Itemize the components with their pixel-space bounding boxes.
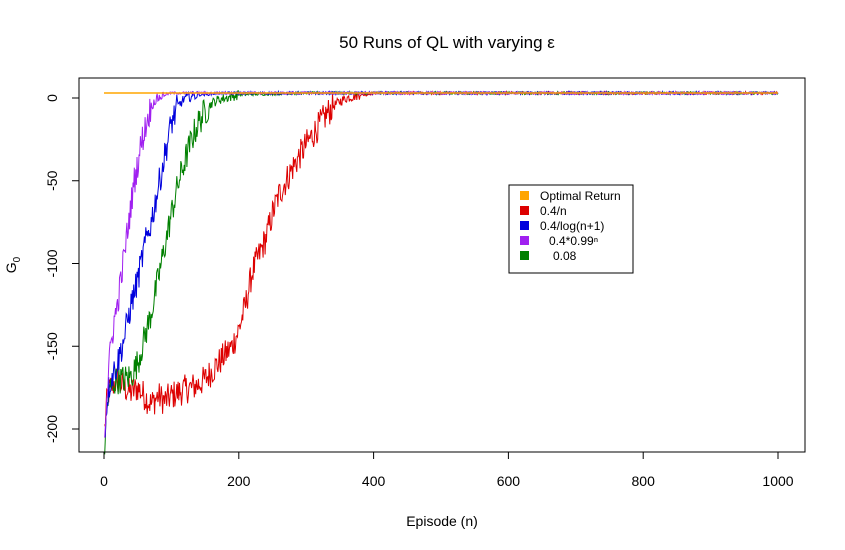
series-line-1 xyxy=(104,90,779,427)
y-tick-label: 0 xyxy=(44,94,60,102)
x-tick-label: 400 xyxy=(362,473,386,489)
y-tick-label: -200 xyxy=(44,415,60,443)
series-layer xyxy=(104,89,779,455)
legend-label-0: Optimal Return xyxy=(540,189,621,203)
y-axis-title-main: G xyxy=(3,262,19,273)
chart-title: 50 Runs of QL with varying ε xyxy=(339,33,555,52)
x-axis-title: Episode (n) xyxy=(406,513,478,529)
legend-label-1: 0.4/n xyxy=(540,204,567,218)
legend-swatch-1 xyxy=(520,206,529,215)
axes-layer: 0 200 400 600 800 1000 0 -50 -100 -150 -200 xyxy=(44,94,794,489)
series-line-4 xyxy=(104,89,779,455)
legend-swatch-3 xyxy=(520,236,529,245)
legend-label-3: 0.4*0.99ⁿ xyxy=(549,234,598,248)
y-axis-title-subscript: 0 xyxy=(12,256,23,262)
legend-swatch-2 xyxy=(520,221,529,230)
series-line-2 xyxy=(104,89,779,438)
y-tick-label: -50 xyxy=(44,170,60,190)
y-tick-label: -100 xyxy=(44,249,60,277)
x-tick-label: 1000 xyxy=(762,473,793,489)
legend-swatch-0 xyxy=(520,191,529,200)
x-tick-label: 800 xyxy=(632,473,656,489)
legend-label-4: 0.08 xyxy=(553,249,577,263)
legend-label-2: 0.4/log(n+1) xyxy=(540,219,604,233)
legend-swatch-4 xyxy=(520,251,529,260)
x-tick-label: 600 xyxy=(497,473,521,489)
y-axis-title: G0 xyxy=(3,256,23,273)
x-tick-label: 200 xyxy=(227,473,251,489)
x-tick-label: 0 xyxy=(100,473,108,489)
y-tick-label: -150 xyxy=(44,332,60,360)
legend-box xyxy=(508,184,634,274)
series-line-3 xyxy=(104,89,779,438)
legend: Optimal Return0.4/n0.4/log(n+1)0.4*0.99ⁿ… xyxy=(508,184,634,274)
